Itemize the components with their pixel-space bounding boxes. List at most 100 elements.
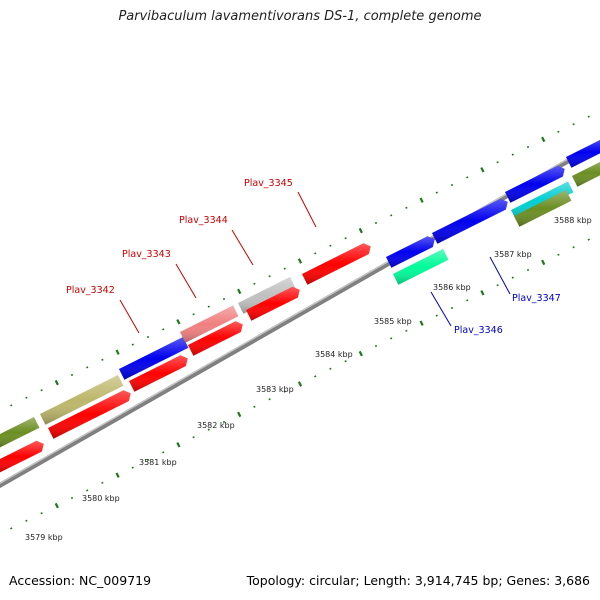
gene-label[interactable]: Plav_3345 bbox=[244, 178, 293, 189]
inner-minor-tick bbox=[450, 306, 454, 310]
outer-minor-tick bbox=[587, 115, 590, 118]
inner-minor-tick bbox=[526, 268, 530, 272]
outer-major-tick bbox=[115, 349, 120, 355]
feature-bar bbox=[505, 165, 565, 203]
outer-minor-tick bbox=[450, 183, 454, 187]
inner-minor-tick bbox=[374, 344, 378, 348]
inner-minor-tick bbox=[390, 337, 393, 340]
outer-minor-tick bbox=[207, 305, 210, 308]
inner-major-tick bbox=[176, 442, 181, 448]
gene-leader-line bbox=[430, 291, 452, 327]
outer-minor-tick bbox=[344, 237, 347, 240]
inner-minor-tick bbox=[329, 367, 332, 370]
inner-minor-tick bbox=[572, 246, 575, 249]
inner-major-tick bbox=[480, 290, 485, 296]
inner-minor-tick bbox=[587, 238, 590, 241]
outer-major-tick bbox=[176, 319, 181, 325]
feature-bar bbox=[119, 337, 189, 380]
outer-minor-tick bbox=[557, 130, 560, 133]
inner-minor-tick bbox=[466, 299, 469, 302]
inner-minor-tick bbox=[222, 420, 226, 424]
gene-leader-line bbox=[175, 263, 197, 299]
outer-minor-tick bbox=[101, 358, 104, 361]
outer-minor-tick bbox=[496, 161, 499, 164]
outer-minor-tick bbox=[526, 145, 530, 149]
outer-major-tick bbox=[358, 227, 363, 234]
outer-minor-tick bbox=[70, 373, 74, 377]
inner-major-tick bbox=[297, 381, 303, 387]
feature-bar bbox=[40, 375, 124, 425]
feature-bar bbox=[393, 249, 449, 285]
gene-label[interactable]: Plav_3343 bbox=[122, 249, 171, 260]
outer-minor-tick bbox=[146, 335, 150, 339]
gene-label[interactable]: Plav_3344 bbox=[179, 215, 228, 226]
outer-minor-tick bbox=[222, 297, 226, 301]
gene-labels: Plav_3342 Plav_3343 Plav_3344 Plav_3345 Plav… bbox=[66, 178, 561, 336]
feature-bar bbox=[572, 162, 600, 187]
scale-label: 3583 kbp bbox=[256, 385, 294, 394]
outer-minor-tick bbox=[131, 343, 134, 346]
inner-minor-tick bbox=[557, 253, 560, 256]
inner-minor-tick bbox=[192, 436, 195, 439]
outer-minor-tick bbox=[390, 214, 393, 217]
inner-minor-tick bbox=[314, 375, 317, 378]
backbone-line bbox=[0, 139, 600, 489]
outer-minor-tick bbox=[329, 244, 332, 247]
feature-bar bbox=[48, 390, 131, 439]
scale-label: 3588 kbp bbox=[554, 216, 592, 225]
feature-bar bbox=[514, 190, 572, 227]
gene-label[interactable]: Plav_3342 bbox=[66, 285, 115, 296]
scale-label: 3587 kbp bbox=[494, 250, 532, 259]
outer-minor-tick bbox=[572, 123, 575, 126]
feature-bar bbox=[302, 243, 371, 285]
inner-minor-tick bbox=[207, 428, 210, 431]
inner-major-tick bbox=[115, 472, 120, 478]
feature-bar bbox=[246, 286, 300, 321]
inner-minor-tick bbox=[253, 405, 256, 408]
feature-bar bbox=[188, 321, 243, 356]
inner-minor-tick bbox=[162, 451, 165, 454]
outer-minor-tick bbox=[268, 275, 271, 278]
feature-bar bbox=[238, 277, 296, 314]
feature-bar bbox=[180, 305, 239, 343]
inner-tick-track bbox=[10, 238, 590, 530]
outer-major-tick bbox=[237, 288, 242, 295]
outer-minor-tick bbox=[405, 206, 408, 209]
outer-minor-tick bbox=[511, 153, 514, 156]
gene-label[interactable]: Plav_3346 bbox=[454, 325, 503, 336]
feature-bar bbox=[0, 417, 40, 448]
scale-label: 3581 kbp bbox=[139, 458, 177, 467]
inner-minor-tick bbox=[86, 489, 89, 492]
inner-minor-tick bbox=[10, 527, 13, 530]
scale-label: 3585 kbp bbox=[374, 317, 412, 326]
outer-minor-tick bbox=[314, 252, 317, 255]
outer-minor-tick bbox=[253, 282, 256, 285]
outer-minor-tick bbox=[435, 191, 438, 194]
inner-minor-tick bbox=[40, 512, 43, 515]
gene-leader-line bbox=[231, 229, 254, 266]
inner-major-tick bbox=[54, 502, 59, 509]
outer-minor-tick bbox=[86, 366, 89, 369]
outer-minor-tick bbox=[192, 313, 195, 316]
outer-major-tick bbox=[297, 258, 303, 264]
scale-label: 3580 kbp bbox=[82, 494, 120, 503]
inner-minor-tick bbox=[511, 276, 514, 279]
gene-leader-line bbox=[297, 191, 317, 228]
inner-minor-tick bbox=[146, 458, 150, 462]
inner-major-tick bbox=[541, 259, 546, 266]
inner-major-tick bbox=[237, 411, 242, 418]
scale-label: 3582 kbp bbox=[197, 421, 235, 430]
feature-bar bbox=[129, 355, 188, 392]
inner-minor-tick bbox=[131, 466, 134, 469]
scale-label: 3579 kbp bbox=[25, 533, 63, 542]
feature-bar bbox=[566, 140, 600, 168]
outer-major-tick bbox=[480, 167, 485, 173]
outer-minor-tick bbox=[162, 328, 165, 331]
inner-minor-tick bbox=[405, 329, 408, 332]
feature-bar bbox=[0, 440, 44, 473]
inner-minor-tick bbox=[25, 519, 28, 522]
outer-minor-tick bbox=[466, 176, 469, 179]
inner-minor-tick bbox=[435, 314, 438, 317]
gene-label[interactable]: Plav_3347 bbox=[512, 293, 561, 304]
